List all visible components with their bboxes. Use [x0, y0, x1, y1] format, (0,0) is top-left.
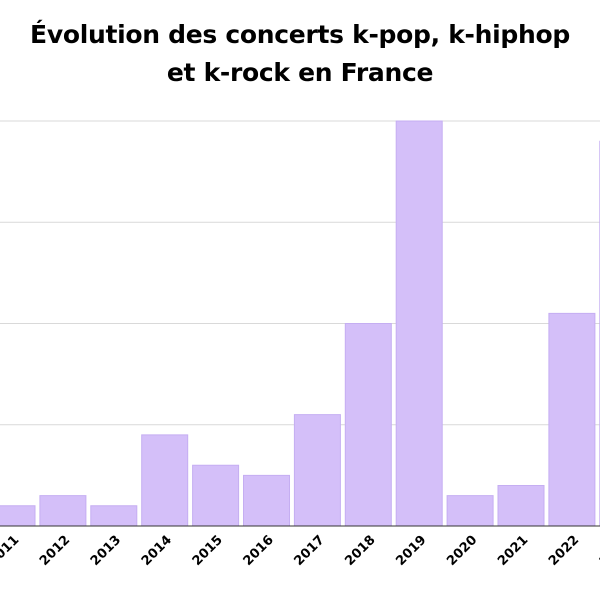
- bar-2015: [192, 464, 240, 527]
- bar-2018: [344, 323, 392, 527]
- bar-2017: [293, 414, 341, 527]
- bar-2021: [497, 485, 545, 527]
- x-tick-label-2022: 2022: [546, 533, 582, 569]
- chart-title: Évolution des concerts k-pop, k-hiphop e…: [0, 16, 600, 92]
- bar-2022: [548, 312, 596, 527]
- bar-2012: [39, 495, 87, 527]
- bar-2016: [243, 474, 290, 527]
- bar-2019: [395, 120, 443, 527]
- x-tick-label-2019: 2019: [393, 533, 429, 569]
- chart-title-line-1: Évolution des concerts k-pop, k-hiphop: [30, 20, 570, 49]
- x-tick-label-2017: 2017: [292, 533, 328, 569]
- x-tick-label-2020: 2020: [444, 533, 480, 569]
- x-tick-label-2012: 2012: [37, 533, 73, 569]
- bars: [0, 120, 600, 527]
- bar-2013: [90, 505, 138, 527]
- gridlines: [0, 120, 600, 426]
- chart-title-line-2: et k-rock en France: [166, 58, 434, 87]
- bar-2014: [141, 434, 189, 527]
- x-tick-label-2014: 2014: [139, 533, 175, 569]
- bar-2020: [446, 495, 494, 527]
- x-tick-label-2016: 2016: [241, 533, 277, 569]
- x-tick-label-2013: 2013: [88, 533, 124, 569]
- bar-2011: [0, 505, 36, 527]
- x-tick-label-2021: 2021: [495, 533, 531, 569]
- x-tick-label-2015: 2015: [190, 533, 226, 569]
- x-tick-label-2018: 2018: [342, 533, 378, 569]
- x-tick-label-2011: 2011: [0, 533, 22, 569]
- x-tick-labels: 2011 2012 2013 2014 2015 2016 2017 2018 2019 2020…: [0, 533, 600, 569]
